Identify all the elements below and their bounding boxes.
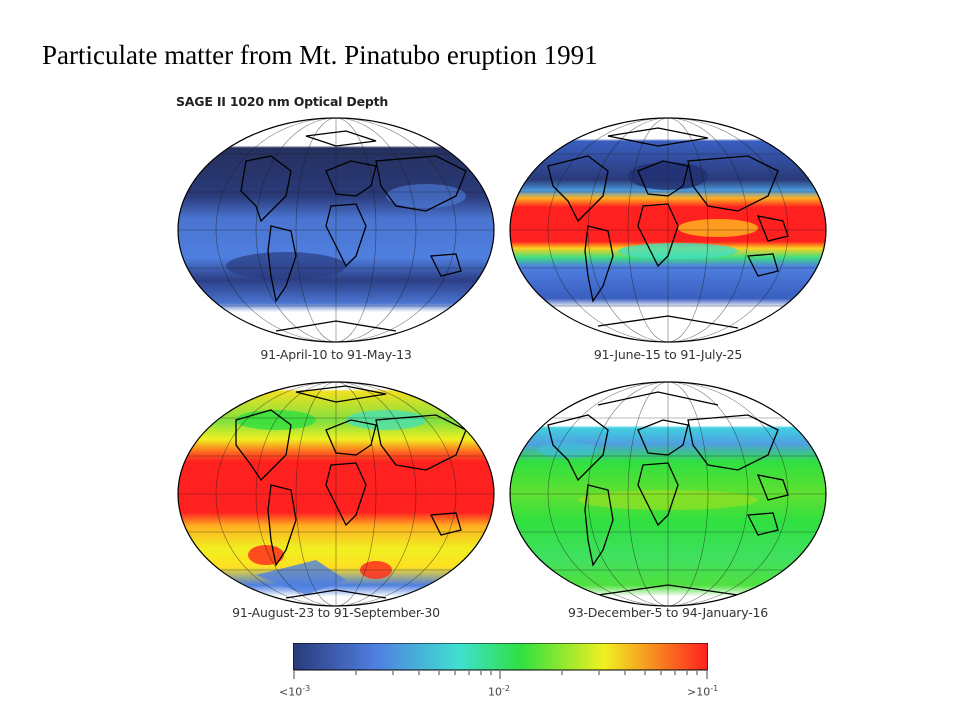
colorbar-min-label: <10-3 — [279, 684, 311, 699]
optical-depth-map-1 — [176, 116, 496, 344]
figure-title: SAGE II 1020 nm Optical Depth — [176, 94, 389, 109]
colorbar-max-label: >10-1 — [687, 684, 719, 699]
colorbar-mid-label: 10-2 — [488, 684, 510, 699]
slide-title: Particulate matter from Mt. Pinatubo eru… — [42, 40, 598, 70]
map-caption-4: 93-December-5 to 94-January-16 — [567, 605, 769, 620]
optical-depth-map-2 — [508, 116, 828, 344]
map-caption-1: 91-April-10 to 91-May-13 — [260, 347, 412, 362]
colorbar — [293, 643, 708, 671]
map-caption-3: 91-August-23 to 91-September-30 — [232, 605, 440, 620]
optical-depth-map-4 — [508, 380, 828, 608]
map-caption-2: 91-June-15 to 91-July-25 — [593, 347, 743, 362]
optical-depth-map-3 — [176, 380, 496, 608]
colorbar-ticks — [293, 671, 708, 679]
